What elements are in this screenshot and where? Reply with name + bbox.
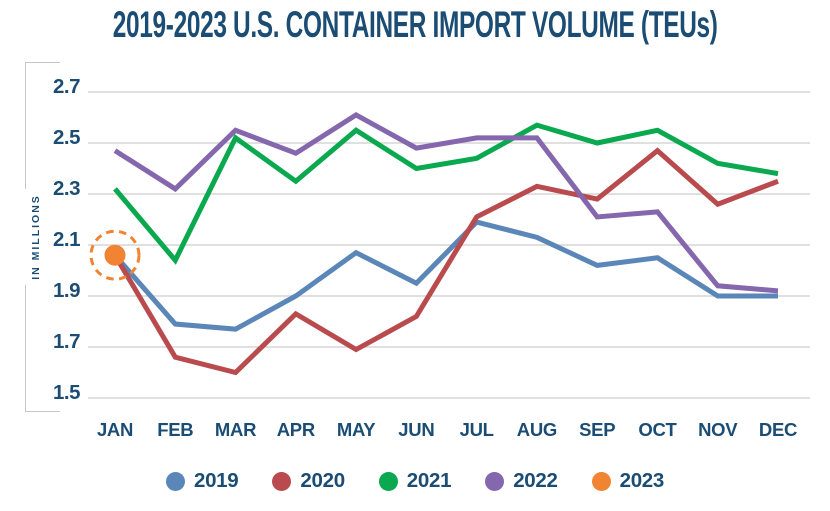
- y-tick-label-2.3: 2.3: [53, 177, 80, 200]
- legend: 2019 2020 2021 2022 2023: [0, 469, 830, 493]
- y-tick-label-1.7: 1.7: [53, 330, 80, 353]
- chart-title: 2019-2023 U.S. CONTAINER IMPORT VOLUME (…: [112, 4, 718, 45]
- legend-label-2020: 2020: [300, 469, 345, 492]
- legend-swatch-2021: [378, 471, 398, 491]
- series-line-2020: [112, 147, 779, 376]
- y-tick-label-2.7: 2.7: [53, 75, 80, 98]
- x-tick-label-MAR: MAR: [215, 419, 256, 440]
- y-tick-label-2.1: 2.1: [53, 228, 80, 251]
- chart-plot: 1.5 1.7 1.9 2.1 2.3 2.5 2.7 JAN FEB MAR APR MAY JUN J…: [53, 75, 810, 440]
- x-tick-label-DEC: DEC: [759, 419, 797, 440]
- highlight-ring-2023: [89, 229, 141, 281]
- legend-label-2021: 2021: [406, 469, 452, 492]
- highlight-dot-2023: [104, 244, 126, 266]
- x-tick-label-JUL: JUL: [460, 419, 494, 440]
- legend-item-2021: 2021: [378, 469, 452, 493]
- x-tick-label-APR: APR: [277, 419, 315, 440]
- x-tick-label-JAN: JAN: [97, 419, 133, 440]
- x-tick-label-MAY: MAY: [337, 419, 376, 440]
- chart-title-row: 2019-2023 U.S. CONTAINER IMPORT VOLUME (…: [0, 4, 830, 46]
- y-tick-label-1.9: 1.9: [53, 279, 80, 302]
- legend-swatch-2022: [485, 471, 505, 491]
- legend-swatch-2019: [165, 471, 185, 491]
- x-tick-label-SEP: SEP: [579, 419, 615, 440]
- legend-item-2022: 2022: [485, 469, 558, 493]
- y-tick-label-1.5: 1.5: [53, 381, 80, 404]
- legend-label-2022: 2022: [513, 469, 558, 492]
- x-tick-label-NOV: NOV: [698, 419, 738, 440]
- legend-item-2020: 2020: [272, 469, 345, 493]
- x-tick-label-FEB: FEB: [157, 419, 193, 440]
- x-tick-label-AUG: AUG: [517, 419, 557, 440]
- legend-item-2023: 2023: [591, 469, 665, 493]
- series-line-2022: [113, 112, 779, 294]
- legend-label-2019: 2019: [193, 469, 239, 492]
- legend-swatch-2023: [591, 471, 611, 491]
- y-tick-label-2.5: 2.5: [53, 126, 80, 149]
- legend-label-2023: 2023: [619, 469, 665, 492]
- series-line-2021: [113, 122, 779, 265]
- legend-item-2019: 2019: [165, 469, 239, 493]
- legend-swatch-2020: [272, 471, 292, 491]
- x-tick-label-OCT: OCT: [638, 419, 677, 440]
- series-line-2019: [113, 219, 778, 332]
- x-tick-label-JUN: JUN: [398, 419, 434, 440]
